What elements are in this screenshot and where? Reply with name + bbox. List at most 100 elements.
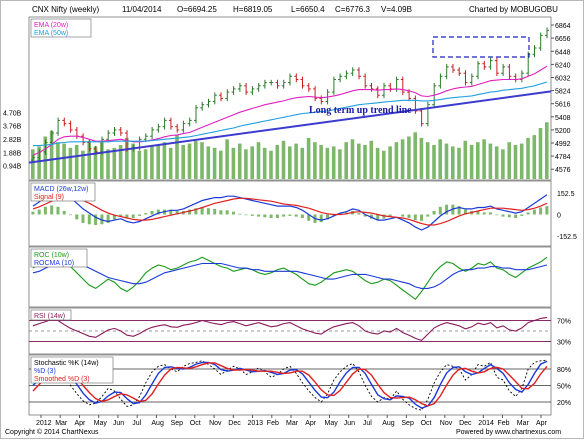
x-tick-label: 2013 [248, 420, 264, 427]
price-legend-entry: EMA (50w) [34, 30, 68, 37]
macd-histogram-bar [263, 214, 267, 218]
volume-bar [469, 145, 474, 179]
macd-histogram-bar [476, 211, 480, 215]
volume-bar [344, 142, 348, 179]
volume-bar [457, 147, 461, 179]
volume-bar [131, 143, 135, 179]
macd-histogram-bar [482, 212, 486, 215]
volume-bar [231, 147, 236, 179]
macd-histogram-bar [413, 214, 417, 221]
macd-histogram-bar [532, 209, 536, 215]
stoch-tick-label: 50% [557, 384, 571, 391]
volume-bar [375, 147, 380, 179]
macd-histogram-bar [401, 214, 405, 217]
macd-tick-label: 0 [557, 213, 561, 220]
x-tick-label: Mar [517, 420, 530, 427]
macd-histogram-bar [169, 209, 173, 215]
macd-legend-box [30, 182, 96, 202]
macd-histogram-bar [382, 214, 386, 219]
volume-bar [526, 137, 530, 179]
macd-histogram-bar [326, 214, 329, 220]
macd-histogram-bar [432, 211, 436, 215]
volume-bar [74, 145, 79, 179]
x-tick-label: Jun [344, 420, 355, 427]
volume-bar [532, 135, 537, 179]
macd-histogram-bar [175, 211, 179, 215]
x-tick-label: May [325, 420, 339, 427]
price-tick-label: 4784 [555, 154, 571, 161]
x-tick-label: Feb [498, 420, 510, 427]
macd-histogram-bar [206, 208, 210, 215]
volume-bar [319, 145, 323, 179]
volume-bar [37, 146, 41, 179]
macd-histogram-bar [539, 207, 543, 215]
macd-histogram-bar [56, 206, 60, 215]
macd-histogram-bar [188, 209, 192, 215]
macd-legend-entry: MACD (26w,12w) [34, 186, 88, 193]
volume-bar [281, 140, 286, 180]
macd-histogram-bar [69, 214, 72, 216]
volume-bar [68, 147, 73, 179]
macd-tick-label: 152.5 [557, 191, 575, 198]
volume-bar [206, 146, 211, 179]
volume-tick-label: 2.82B [3, 137, 22, 144]
macd-histogram-bar [62, 211, 66, 215]
volume-bar [294, 143, 298, 179]
price-tick-label: 4576 [555, 167, 571, 174]
chart-title: CNX Nifty (weekly) [32, 5, 99, 14]
volume-tick-label: 3.76B [3, 124, 22, 131]
volume-bar [288, 146, 292, 179]
volume-bar [369, 140, 374, 180]
volume-bar [219, 150, 223, 179]
macd-histogram-bar [300, 214, 304, 218]
macd-histogram-bar [282, 214, 286, 217]
volume-bar [244, 149, 248, 180]
macd-histogram-bar [37, 209, 41, 215]
volume-bar [175, 135, 179, 179]
volume-bar [463, 140, 468, 180]
price-tick-label: 6032 [555, 76, 571, 83]
copyright: Copyright © 2014 ChartNexus [5, 428, 99, 436]
stoch-legend-entry: %D (3) [34, 368, 56, 375]
volume-bar [413, 132, 417, 180]
x-tick-label: Apr [75, 420, 87, 427]
volume-bar [306, 137, 311, 179]
price-tick-label: 6448 [555, 49, 571, 56]
x-tick-label: Jul [363, 420, 372, 427]
volume-tick-label: 4.70B [3, 110, 22, 117]
volume-value: V=4.09B [381, 5, 412, 14]
macd-histogram-bar [94, 214, 98, 225]
macd-histogram-bar [489, 212, 492, 215]
macd-histogram-bar [156, 209, 160, 215]
legends: EMA (20w)EMA (50w) MACD (26w,12w)Signal (… [30, 18, 114, 384]
macd-histogram-bar [420, 214, 423, 221]
x-tick-label: 2014 [478, 420, 494, 427]
x-tick-label: Feb [267, 420, 279, 427]
volume-bar [262, 147, 267, 179]
volume-bar [545, 122, 549, 179]
volume-bar [388, 146, 392, 179]
volume-bar [494, 146, 499, 179]
x-tick-label: 2012 [36, 420, 52, 427]
volume-bar [137, 150, 142, 179]
x-tick-label: Aug [382, 420, 395, 427]
stoch-legend-box [30, 356, 114, 384]
volume-bar [482, 139, 486, 179]
rsi-legend-entry: RSI (14w) [34, 313, 65, 320]
macd-histogram-bar [545, 206, 549, 215]
volume-bar [200, 142, 204, 179]
volume-bar [187, 143, 192, 179]
volume-bar [444, 143, 449, 179]
volume-bar [507, 142, 511, 179]
ema50-line [33, 81, 548, 147]
macd-histogram-bar [507, 214, 511, 218]
x-tick-label: Dec [459, 420, 472, 427]
rsi-tick-label: 70% [557, 319, 571, 326]
volume-bar [212, 147, 217, 179]
macd-tick-label: -152.5 [557, 234, 577, 241]
volume-bar [143, 149, 148, 180]
volume-bar [382, 150, 386, 179]
stoch-panel [28, 354, 552, 416]
